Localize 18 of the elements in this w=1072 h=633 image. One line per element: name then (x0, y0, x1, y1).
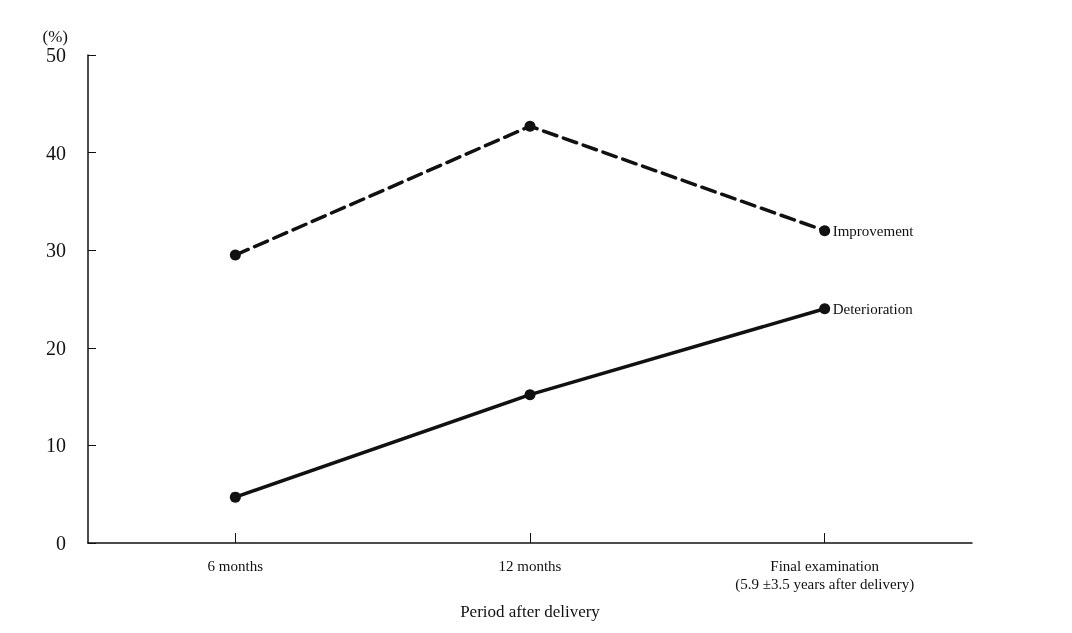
point (524, 120, 536, 132)
series-label: Deterioration (832, 300, 914, 317)
point (524, 389, 536, 401)
point (819, 225, 831, 237)
y-tick-label: 30 (46, 239, 66, 262)
x-tick-label: Final examination (5.9 ±3.5 years after delivery) (735, 558, 915, 593)
y-tick-label: 0 (56, 532, 66, 554)
x-axis-title: Period after delivery (460, 602, 601, 621)
y-tick-label: 10 (46, 434, 66, 457)
y-tick-label: 40 (46, 141, 66, 164)
point (229, 491, 241, 503)
series-label: Improvement (832, 222, 915, 239)
x-tick-label: 6 months (207, 558, 264, 574)
point (229, 249, 241, 261)
y-axis-title: (%) (42, 27, 68, 46)
x-tick-label: 12 months (498, 558, 562, 574)
y-tick-label: 20 (46, 336, 66, 359)
point (819, 303, 831, 315)
